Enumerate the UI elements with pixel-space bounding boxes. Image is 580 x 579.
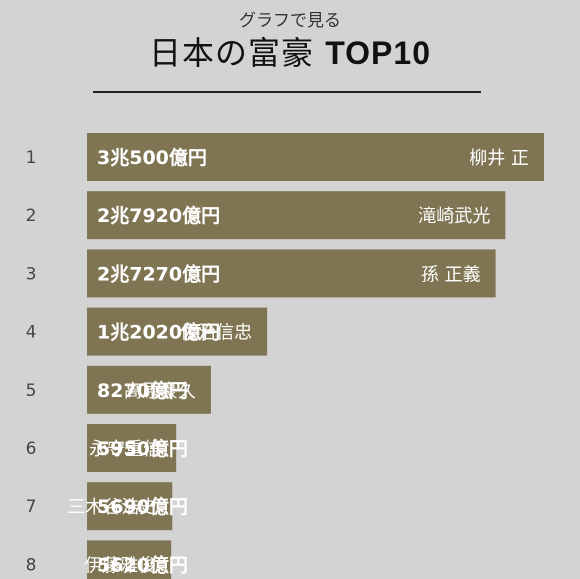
person-name-label: 三木谷浩史: [67, 497, 157, 518]
chart-title: 日本の富豪 TOP10: [0, 28, 580, 74]
bar: [87, 365, 211, 414]
person-name-label: 永守重信: [89, 439, 161, 460]
bar: [87, 424, 177, 472]
rank-label: 7: [26, 497, 37, 517]
person-name-label: 孫 正義: [421, 264, 481, 285]
value-label: 2兆7920億円: [97, 204, 220, 227]
value-label: 1兆2020億円: [97, 321, 220, 344]
rank-label: 6: [26, 439, 37, 459]
bar: [87, 249, 496, 298]
person-name-label: 佐治信忠: [180, 323, 252, 344]
rank-label: 1: [26, 148, 37, 168]
chart-title-latin: TOP10: [325, 35, 431, 71]
rank-label: 3: [26, 264, 37, 284]
value-label: 3兆500億円: [97, 146, 207, 169]
chart-title-jp: 日本の富豪: [149, 34, 315, 72]
rank-label: 4: [26, 323, 37, 343]
person-name-label: 滝崎武光: [418, 206, 490, 227]
bar: [87, 133, 544, 181]
value-label: 2兆7270億円: [97, 262, 220, 285]
bar: [87, 191, 506, 240]
bar: [87, 482, 173, 531]
chart-kicker: グラフで見る: [239, 11, 341, 31]
bar: [87, 307, 268, 356]
person-name-label: 伊藤雅俊: [84, 555, 156, 576]
value-label: 8270億円: [97, 379, 188, 402]
bar: [87, 540, 172, 579]
value-label: 5950億円: [97, 437, 188, 460]
person-name-label: 柳井 正: [469, 148, 529, 169]
rank-label: 5: [26, 381, 37, 401]
person-name-label: 高原豪久: [124, 381, 196, 402]
rank-label: 8: [26, 555, 37, 575]
value-label: 5620億円: [97, 553, 188, 576]
value-label: 5690億円: [97, 495, 188, 518]
title-underline: [93, 91, 481, 93]
rank-label: 2: [26, 206, 37, 226]
